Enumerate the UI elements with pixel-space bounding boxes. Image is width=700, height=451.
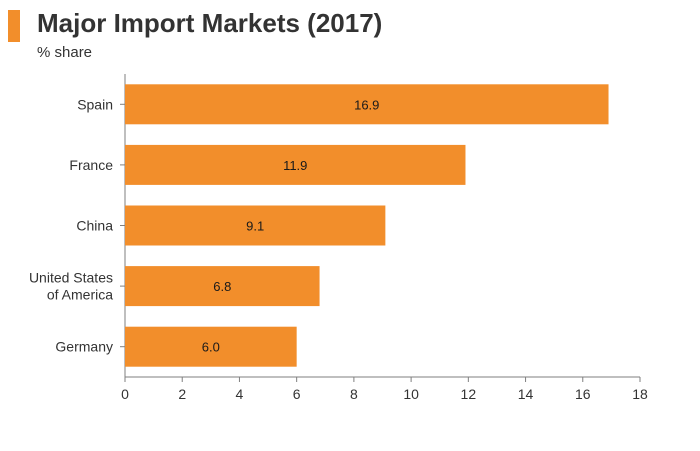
x-tick-label: 0 bbox=[121, 386, 129, 402]
category-label: Germany bbox=[55, 339, 113, 355]
bar-value-label: 11.9 bbox=[283, 158, 307, 173]
bar-value-label: 6.0 bbox=[202, 340, 220, 355]
bar bbox=[125, 205, 386, 246]
x-tick-label: 4 bbox=[236, 386, 244, 402]
x-tick-label: 10 bbox=[403, 386, 419, 402]
x-tick-label: 12 bbox=[461, 386, 477, 402]
bar bbox=[125, 84, 609, 125]
category-label: United States of America bbox=[29, 270, 113, 303]
category-label-line: China bbox=[76, 218, 113, 234]
category-label-line: France bbox=[69, 157, 113, 173]
bar-value-label: 16.9 bbox=[354, 97, 379, 112]
category-label: China bbox=[76, 218, 113, 234]
x-tick-label: 16 bbox=[575, 386, 591, 402]
category-label-line: of America bbox=[47, 287, 113, 303]
category-label-line: Spain bbox=[77, 96, 113, 112]
category-label-line: Germany bbox=[55, 339, 113, 355]
chart-subtitle: % share bbox=[37, 44, 93, 61]
x-tick-label: 14 bbox=[518, 386, 534, 402]
chart-title: Major Import Markets (2017) bbox=[37, 8, 383, 38]
x-tick-label: 6 bbox=[293, 386, 301, 402]
x-tick-label: 2 bbox=[178, 386, 186, 402]
x-tick-label: 18 bbox=[632, 386, 648, 402]
title-accent-bar bbox=[8, 10, 20, 42]
category-label: Spain bbox=[77, 96, 113, 112]
category-label: France bbox=[69, 157, 113, 173]
bar-value-label: 9.1 bbox=[246, 219, 264, 234]
bar bbox=[125, 326, 297, 367]
bar bbox=[125, 266, 320, 307]
bar bbox=[125, 144, 466, 185]
bar-value-label: 6.8 bbox=[213, 279, 231, 294]
x-tick-label: 8 bbox=[350, 386, 358, 402]
category-label-line: United States bbox=[29, 270, 113, 286]
